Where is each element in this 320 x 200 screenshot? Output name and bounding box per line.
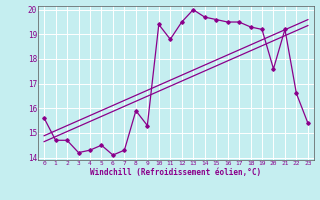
X-axis label: Windchill (Refroidissement éolien,°C): Windchill (Refroidissement éolien,°C) [91,168,261,177]
